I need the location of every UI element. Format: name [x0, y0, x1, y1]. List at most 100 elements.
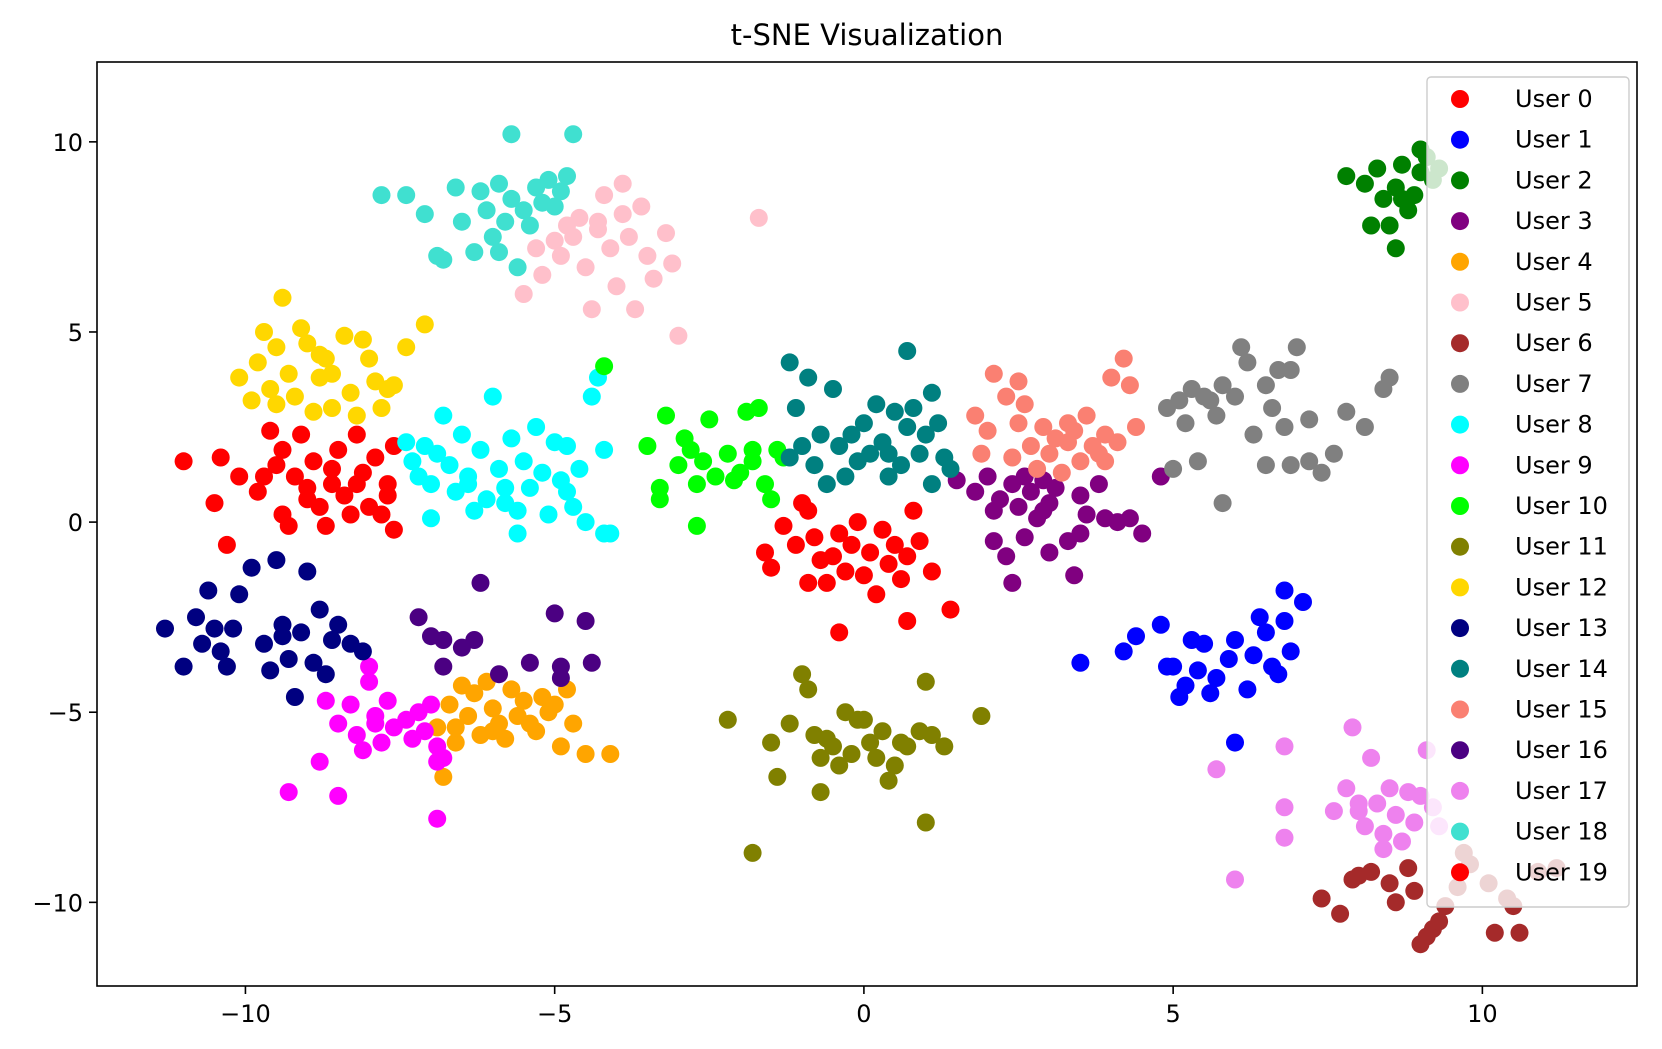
scatter-point: [749, 208, 768, 227]
scatter-point: [916, 425, 935, 444]
scatter-point: [582, 300, 601, 319]
scatter-point: [898, 418, 917, 436]
series-user-14: [780, 342, 960, 494]
scatter-point: [1300, 410, 1319, 429]
scatter-point: [261, 421, 280, 440]
scatter-point: [372, 505, 391, 524]
scatter-point: [669, 326, 688, 345]
scatter-point: [527, 418, 546, 436]
scatter-point: [1226, 631, 1244, 649]
scatter-point: [978, 467, 997, 486]
scatter-point: [285, 688, 304, 706]
scatter-point: [1411, 140, 1430, 159]
legend-label: User 0: [1515, 85, 1593, 113]
scatter-point: [1003, 448, 1022, 467]
scatter-point: [1158, 657, 1176, 676]
scatter-point: [1256, 456, 1275, 475]
scatter-point: [304, 653, 323, 672]
scatter-point: [1077, 406, 1096, 425]
scatter-point: [279, 516, 298, 535]
scatter-point: [984, 501, 1003, 520]
scatter-point: [452, 638, 471, 657]
scatter-point: [353, 642, 372, 661]
scatter-point: [508, 524, 527, 543]
scatter-point: [520, 714, 539, 733]
scatter-point: [384, 376, 403, 395]
scatter-point: [496, 478, 515, 497]
scatter-point: [242, 558, 261, 577]
scatter-point: [805, 456, 824, 475]
scatter-point: [508, 258, 527, 277]
scatter-point: [892, 456, 910, 475]
x-tick-label: 0: [856, 1000, 871, 1028]
scatter-point: [941, 459, 960, 478]
scatter-point: [415, 315, 434, 334]
scatter-point: [1034, 418, 1053, 436]
series-user-18: [372, 125, 583, 277]
scatter-point: [811, 783, 830, 802]
scatter-point: [1244, 425, 1263, 444]
legend-marker: [1451, 252, 1469, 271]
scatter-point: [397, 186, 416, 205]
scatter-point: [898, 737, 917, 756]
scatter-point: [830, 756, 849, 775]
scatter-point: [1244, 646, 1263, 665]
scatter-point: [1046, 478, 1065, 497]
scatter-point: [496, 212, 515, 231]
scatter-point: [1071, 452, 1090, 471]
scatter-point: [861, 733, 880, 752]
scatter-point: [502, 429, 521, 448]
scatter-point: [255, 323, 273, 341]
scatter-point: [1213, 376, 1232, 395]
scatter-point: [811, 425, 830, 444]
scatter-point: [545, 604, 564, 623]
legend-marker: [1451, 456, 1469, 475]
legend-item: User 2: [1451, 166, 1593, 194]
scatter-point: [1071, 524, 1090, 543]
legend-label: User 16: [1515, 736, 1608, 764]
scatter-point: [1411, 163, 1430, 182]
chart-title: t-SNE Visualization: [731, 18, 1004, 52]
scatter-point: [533, 265, 552, 284]
legend-label: User 1: [1515, 126, 1593, 154]
scatter-point: [1021, 437, 1040, 455]
scatter-point: [1399, 859, 1418, 878]
series-user-15: [966, 349, 1145, 482]
scatter-point: [558, 167, 576, 186]
scatter-point: [879, 467, 898, 486]
scatter-point: [700, 410, 719, 429]
scatter-point: [1176, 414, 1195, 433]
scatter-point: [669, 456, 688, 475]
scatter-point: [972, 707, 991, 725]
scatter-point: [1275, 798, 1294, 817]
scatter-point: [1170, 688, 1189, 706]
scatter-point: [199, 581, 218, 600]
scatter-point: [1009, 372, 1028, 391]
scatter-point: [842, 745, 861, 763]
scatter-point: [743, 843, 762, 862]
scatter-point: [984, 364, 1003, 383]
legend-marker: [1451, 415, 1469, 434]
scatter-point: [329, 440, 348, 459]
scatter-point: [1287, 338, 1306, 357]
scatter-point: [205, 619, 224, 638]
scatter-point: [922, 726, 941, 744]
scatter-point: [681, 440, 700, 459]
legend-item: User 18: [1451, 818, 1608, 846]
scatter-point: [539, 170, 558, 189]
scatter-point: [477, 201, 496, 220]
legend-label: User 3: [1515, 207, 1593, 235]
scatter-point: [471, 440, 490, 459]
scatter-point: [1256, 376, 1275, 395]
scatter-point: [749, 399, 768, 417]
scatter-point: [1052, 463, 1071, 482]
y-tick-label: 10: [52, 129, 83, 157]
scatter-point: [1411, 786, 1430, 805]
scatter-point: [1009, 497, 1028, 516]
legend-item: User 15: [1451, 696, 1608, 724]
scatter-point: [490, 459, 508, 478]
scatter-point: [595, 524, 614, 543]
legend-item: User 17: [1451, 777, 1608, 805]
scatter-point: [984, 532, 1003, 551]
